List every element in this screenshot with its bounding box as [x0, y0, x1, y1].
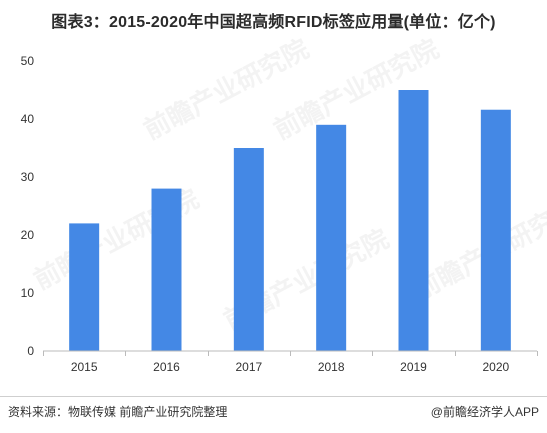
x-tick-label: 2016	[153, 360, 180, 374]
y-tick-label: 40	[21, 112, 35, 126]
credit-note: @前瞻经济学人APP	[430, 405, 539, 419]
bar-2015	[69, 223, 100, 351]
bar-2018	[316, 124, 347, 351]
bars	[69, 90, 511, 351]
x-tick-label: 2017	[235, 360, 262, 374]
y-tick-label: 0	[27, 344, 34, 358]
x-tick-label: 2019	[400, 360, 427, 374]
footer: 资料来源：物联传媒 前瞻产业研究院整理 @前瞻经济学人APP	[0, 400, 547, 424]
y-tick-label: 20	[21, 228, 35, 242]
watermarks: 前瞻产业研究院 前瞻产业研究院 前瞻产业研究院 前瞻产业研究院 前瞻产业研究院	[29, 33, 547, 335]
bar-2020	[480, 109, 511, 351]
x-tick-label: 2020	[482, 360, 509, 374]
footer-divider	[0, 396, 547, 397]
x-tick-label: 2018	[318, 360, 345, 374]
y-tick-label: 50	[21, 54, 35, 68]
chart-title: 图表3：2015-2020年中国超高频RFID标签应用量(单位：亿个)	[51, 14, 496, 31]
source-note: 资料来源：物联传媒 前瞻产业研究院整理	[8, 405, 228, 419]
bar-2016	[151, 188, 182, 351]
bar-2019	[398, 90, 429, 351]
x-tick-label: 2015	[71, 360, 98, 374]
y-tick-label: 10	[21, 286, 35, 300]
x-axis: 2015 2016 2017 2018 2019 2020	[43, 350, 538, 374]
watermark-text: 前瞻产业研究院	[409, 193, 547, 305]
y-tick-label: 30	[21, 170, 35, 184]
bar-2017	[233, 148, 264, 351]
y-axis: 0 10 20 30 40 50	[21, 54, 35, 358]
